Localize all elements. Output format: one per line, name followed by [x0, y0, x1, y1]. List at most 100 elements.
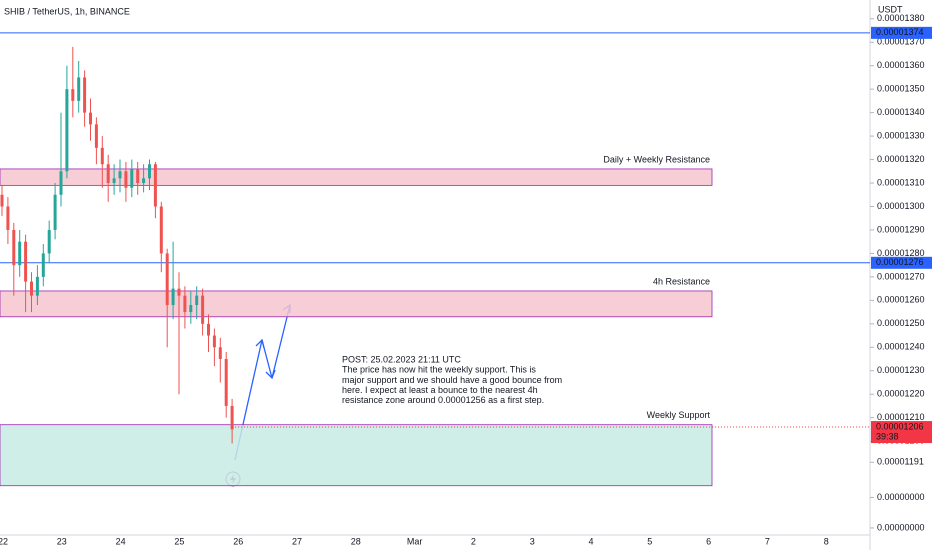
level-badge — [871, 256, 932, 269]
candle-body — [148, 164, 151, 179]
level-label: 0.00001276 — [876, 257, 924, 267]
candle-body — [100, 147, 104, 165]
zone — [0, 168, 713, 186]
y-tick-label: 0.00001230 — [877, 365, 925, 375]
candle-body — [118, 171, 122, 179]
x-tick-label: 28 — [351, 536, 361, 546]
y-tick-label: 0.00001330 — [877, 130, 925, 140]
candle-body — [35, 276, 39, 296]
zone-label: Daily + Weekly Resistance — [603, 154, 710, 164]
y-tick-label: 0.00001320 — [877, 154, 925, 164]
candle-body — [218, 347, 222, 360]
annotation-line: The price has now hit the weekly support… — [342, 365, 536, 375]
candle-body — [124, 171, 128, 188]
candle-body — [212, 335, 216, 348]
candle-body — [12, 229, 16, 266]
candle-body — [30, 281, 33, 296]
x-tick-label: 5 — [647, 536, 652, 546]
candle-body — [159, 206, 163, 254]
candle-body — [53, 194, 57, 230]
y-tick-label: 0.00001191 — [877, 457, 924, 467]
x-tick-label: 6 — [706, 536, 711, 546]
x-tick-label: 8 — [824, 536, 829, 546]
candle-body — [165, 253, 169, 306]
candle-body — [153, 164, 157, 207]
y-tick-label: 0.00001260 — [877, 295, 925, 305]
candle-body — [224, 359, 228, 406]
x-tick-label: 2 — [471, 536, 476, 546]
candle-body — [171, 288, 175, 306]
x-tick-label: 24 — [116, 536, 126, 546]
zone — [0, 424, 713, 487]
annotation-line: major support and we should have a good … — [342, 375, 562, 385]
candle-body — [106, 164, 110, 184]
candle-body — [142, 178, 146, 184]
arrow-head — [255, 338, 265, 349]
x-tick-label: 7 — [765, 536, 770, 546]
candle-body — [47, 229, 51, 254]
y-tick-label: 0.00001370 — [877, 37, 925, 47]
zone — [0, 290, 713, 318]
currency-label: USDT — [878, 4, 903, 14]
annotation-line: here. I expect at least a bounce to the … — [342, 385, 538, 395]
candle-body — [94, 124, 98, 148]
x-tick-label: 23 — [57, 536, 67, 546]
candle-body — [0, 194, 4, 207]
y-tick-label: 0.00001380 — [877, 13, 925, 23]
current-price-badge — [871, 421, 932, 444]
candle-body — [112, 178, 116, 184]
candle-body — [207, 323, 210, 336]
candle-body — [59, 171, 63, 195]
candle-body — [71, 89, 75, 101]
x-tick-label: 22 — [0, 536, 8, 546]
x-tick-label: 4 — [588, 536, 593, 546]
arrow-path — [234, 304, 291, 461]
y-tick-label: 0.00001250 — [877, 318, 925, 328]
current-price-label: 0.00001206 — [876, 421, 924, 431]
chart-title: SHIB / TetherUS, 1h, BINANCE — [4, 6, 130, 16]
candle-body — [65, 89, 69, 172]
candle-body — [83, 77, 87, 113]
arrow-head — [265, 369, 276, 380]
candle-body — [77, 77, 81, 101]
x-tick-label: 3 — [530, 536, 535, 546]
y-tick-label: 0.00001300 — [877, 201, 925, 211]
y-tick-label: 0.00001270 — [877, 271, 925, 281]
candle-body — [201, 295, 205, 324]
y-tick-label: 0.00001290 — [877, 224, 925, 234]
y-tick-label: 0.00000000 — [877, 492, 925, 502]
y-tick-label: 0.00001220 — [877, 389, 925, 399]
zone-label: 4h Resistance — [653, 276, 710, 286]
candle-body — [177, 288, 181, 296]
y-tick-label: 0.00001350 — [877, 84, 925, 94]
y-tick-label: 0.00001240 — [877, 342, 925, 352]
y-tick-label: 0.00000000 — [877, 522, 925, 532]
y-tick-label: 0.00001340 — [877, 107, 925, 117]
candle-body — [24, 241, 28, 282]
annotation-line: POST: 25.02.2023 21:11 UTC — [342, 354, 461, 364]
x-tick-label: 25 — [174, 536, 184, 546]
annotation-line: resistance zone around 0.00001256 as a f… — [342, 395, 544, 405]
x-tick-label: 26 — [233, 536, 243, 546]
candle-body — [195, 295, 199, 306]
candle-body — [189, 305, 193, 313]
candle-body — [18, 241, 22, 266]
candle-body — [130, 168, 134, 188]
x-tick-label: Mar — [407, 536, 423, 546]
y-tick-label: 0.00001210 — [877, 412, 925, 422]
y-tick-label: 0.00001310 — [877, 177, 925, 187]
zone-label: Weekly Support — [647, 410, 711, 420]
candle-body — [230, 405, 234, 430]
countdown-label: 39:38 — [876, 431, 899, 441]
level-badge — [871, 26, 932, 39]
y-tick-label: 0.00001360 — [877, 60, 925, 70]
y-tick-label: 0.00001280 — [877, 248, 925, 258]
candle-body — [41, 253, 45, 277]
level-label: 0.00001374 — [876, 27, 924, 37]
candle-body — [136, 168, 140, 184]
x-tick-label: 27 — [292, 536, 302, 546]
candle-body — [183, 295, 187, 313]
candle-body — [89, 112, 92, 125]
candle-body — [6, 206, 10, 230]
